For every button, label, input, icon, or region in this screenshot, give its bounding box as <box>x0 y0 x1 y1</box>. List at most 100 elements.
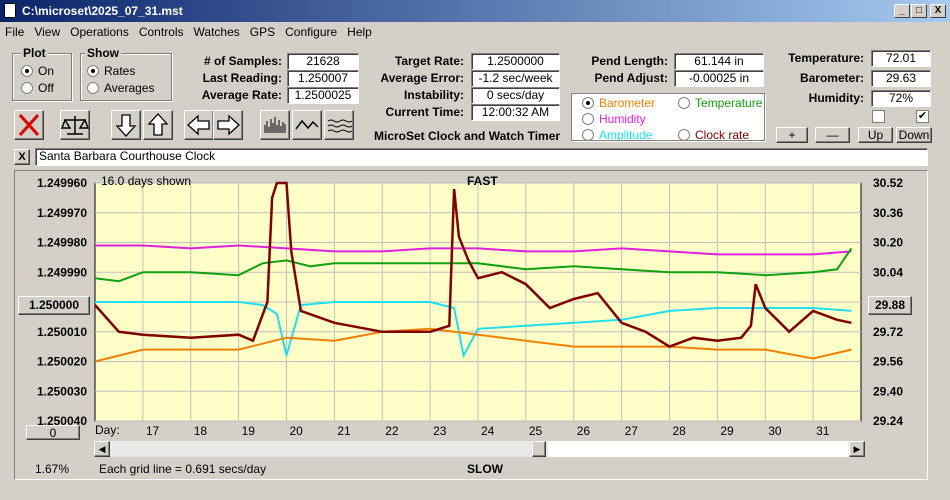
humidity-label: Humidity: <box>808 91 864 105</box>
window-title: C:\microset\2025_07_31.mst <box>22 4 183 18</box>
series-line-amplitude <box>95 301 852 359</box>
plot-on-label: On <box>38 64 55 78</box>
x-tick-label: 31 <box>816 424 830 438</box>
minus-button[interactable]: — <box>815 127 850 143</box>
temperature-radio[interactable]: Temperature <box>678 96 762 110</box>
instability-label: Instability: <box>403 88 464 102</box>
plus-button[interactable]: + <box>776 127 808 143</box>
show-averages-radio[interactable]: Averages <box>87 81 154 95</box>
stop-button[interactable] <box>14 110 44 140</box>
right-tick-label: 29.24 <box>873 414 903 428</box>
up-button[interactable]: Up <box>858 127 893 143</box>
checkbox-1[interactable] <box>872 110 885 123</box>
scroll-track-right[interactable] <box>548 441 848 457</box>
menu-configure[interactable]: Configure <box>285 25 338 39</box>
left-tick-label: 1.249980 <box>37 236 87 250</box>
checkbox-2[interactable]: ✔ <box>916 110 929 123</box>
line-graph-icon <box>295 119 319 130</box>
barometer-label: Barometer: <box>799 71 864 85</box>
wave-graph-icon <box>327 119 353 133</box>
amplitude-option-label: Amplitude <box>599 128 653 142</box>
plot-off-radio[interactable]: Off <box>21 81 54 95</box>
samples-field: 21628 <box>287 53 359 70</box>
watch-name-field[interactable]: Santa Barbara Courthouse Clock <box>35 148 928 166</box>
left-tick-label: 1.249960 <box>37 176 87 190</box>
maximize-button[interactable]: □ <box>911 4 927 18</box>
right-tick-label: 30.04 <box>873 265 903 279</box>
right-tick-label: 30.36 <box>873 206 903 220</box>
scroll-thumb[interactable] <box>532 441 546 457</box>
line-graph-button[interactable] <box>292 110 322 140</box>
x-tick-label: 29 <box>720 424 734 438</box>
average-error-field: -1.2 sec/week <box>471 70 560 87</box>
red-x-icon <box>18 113 40 137</box>
arrow-up-icon <box>147 113 169 136</box>
menu-gps[interactable]: GPS <box>249 25 276 39</box>
balance-button[interactable] <box>60 110 90 140</box>
current-time-label: Current Time: <box>385 105 464 119</box>
zero-button[interactable]: 0 <box>26 425 80 440</box>
series-lines <box>94 181 853 363</box>
right-tick-label: 29.40 <box>873 384 903 398</box>
plot-group: Plot On Off <box>12 46 72 101</box>
close-button[interactable]: X <box>930 4 946 18</box>
percent-label: 1.67% <box>35 462 69 476</box>
clock-rate-radio[interactable]: Clock rate <box>678 128 749 142</box>
down-button[interactable]: Down <box>896 127 932 143</box>
menu-file[interactable]: File <box>5 25 25 39</box>
left-axis-ticks: 1.2499601.2499701.2499801.2499901.250000… <box>37 176 87 428</box>
horizontal-scrollbar[interactable]: ◀ ▶ <box>94 441 865 457</box>
menu-watches[interactable]: Watches <box>193 25 240 39</box>
menu-bar: File View Operations Controls Watches GPS Conf… <box>0 22 950 42</box>
app-name-label: MicroSet Clock and Watch Timer <box>374 129 561 143</box>
temperature-option-label: Temperature <box>695 96 763 110</box>
bar-graph-icon <box>264 117 286 133</box>
minimize-button[interactable]: _ <box>894 4 910 18</box>
radio-dot-icon <box>678 129 690 141</box>
left-tick-label: 1.249990 <box>37 265 87 279</box>
last-reading-label: Last Reading: <box>202 71 282 85</box>
samples-label: # of Samples: <box>203 54 282 68</box>
show-averages-label: Averages <box>104 81 155 95</box>
average-rate-label: Average Rate: <box>201 88 282 102</box>
right-tick-label: 30.20 <box>873 236 903 250</box>
x-tick-label: 23 <box>433 424 447 438</box>
x-tick-label: 27 <box>625 424 639 438</box>
plot-on-radio[interactable]: On <box>21 64 54 78</box>
bar-graph-button[interactable] <box>260 110 290 140</box>
x-tick-label: 28 <box>673 424 687 438</box>
humidity-field: 72% <box>871 90 931 107</box>
right-scale-button[interactable]: 29.88 <box>868 296 912 315</box>
scroll-left-icon[interactable]: ◀ <box>94 441 110 457</box>
wave-graph-button[interactable] <box>324 110 354 140</box>
left-tick-label: 1.250030 <box>37 384 87 398</box>
plot-group-title: Plot <box>21 46 48 60</box>
temperature-label: Temperature: <box>788 51 864 65</box>
arrow-right-icon <box>217 114 240 136</box>
current-time-field: 12:00:32 AM <box>471 104 560 121</box>
down-arrow-button[interactable] <box>111 110 141 140</box>
radio-dot-icon <box>582 113 594 125</box>
left-arrow-button[interactable] <box>184 110 214 140</box>
fast-label: FAST <box>467 174 498 188</box>
target-rate-field[interactable]: 1.2500000 <box>471 53 560 70</box>
menu-view[interactable]: View <box>34 25 61 39</box>
barometer-radio[interactable]: Barometer <box>582 96 655 110</box>
right-arrow-button[interactable] <box>213 110 243 140</box>
arrow-down-icon <box>115 114 137 137</box>
menu-operations[interactable]: Operations <box>70 25 129 39</box>
humidity-radio[interactable]: Humidity <box>582 112 646 126</box>
humidity-option-label: Humidity <box>599 112 646 126</box>
up-arrow-button[interactable] <box>143 110 173 140</box>
clear-watch-button[interactable]: X <box>14 149 30 165</box>
grid-note-label: Each grid line = 0.691 secs/day <box>99 462 266 476</box>
x-tick-label: 22 <box>385 424 399 438</box>
menu-controls[interactable]: Controls <box>138 25 184 39</box>
center-rate-button[interactable]: 1.250000 <box>18 296 90 315</box>
left-tick-label: 1.250010 <box>37 325 87 339</box>
scroll-right-icon[interactable]: ▶ <box>849 441 865 457</box>
pend-length-label: Pend Length: <box>591 54 668 68</box>
amplitude-radio[interactable]: Amplitude <box>582 128 652 142</box>
menu-help[interactable]: Help <box>347 25 372 39</box>
show-rates-radio[interactable]: Rates <box>87 64 135 78</box>
